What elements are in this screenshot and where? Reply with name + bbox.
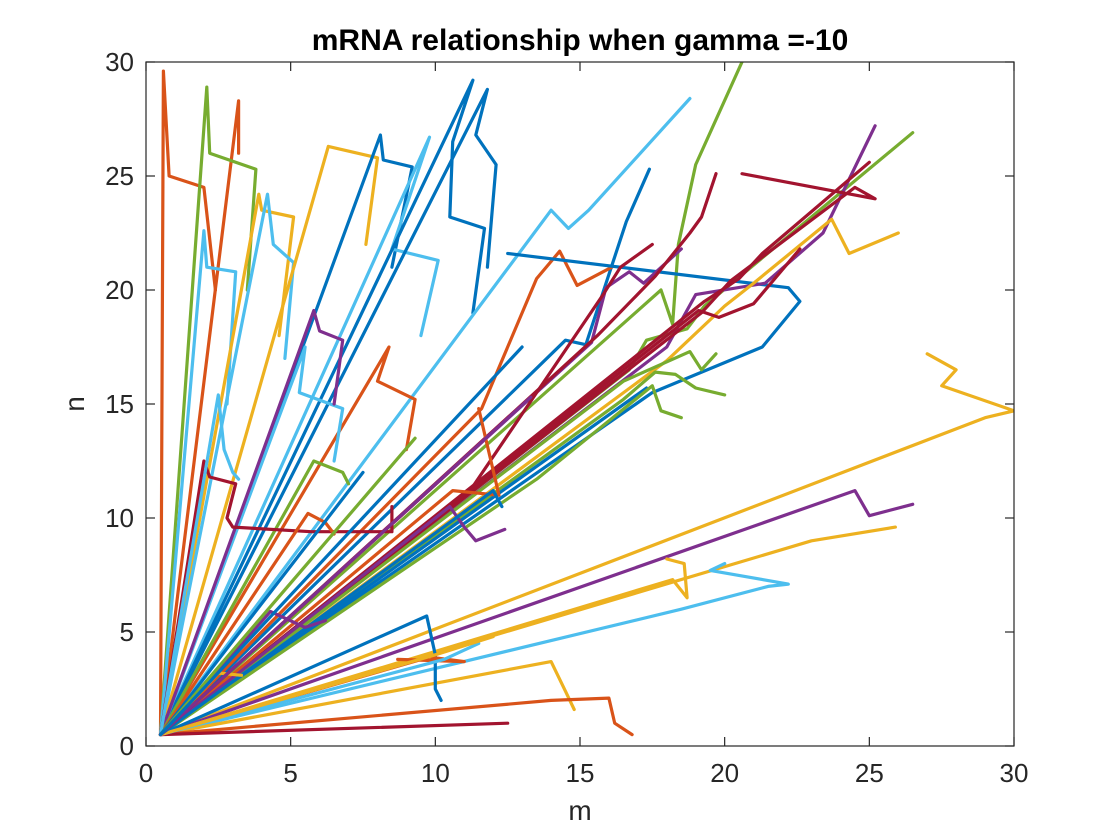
series-line-50	[158, 511, 336, 737]
x-tick-label: 5	[283, 758, 297, 788]
series-line-24	[158, 172, 877, 737]
series-line-31	[158, 489, 915, 737]
series-line-22	[158, 160, 871, 737]
series-line-57	[158, 395, 533, 737]
series-line-26	[158, 370, 727, 737]
series-line-7	[158, 144, 380, 737]
series-layer	[158, 62, 1014, 737]
series-line-43	[158, 505, 507, 737]
series-line-33	[158, 561, 790, 737]
ticks-layer: 0 5 10 15 20 25 30 0 5 10 15 20 25 30	[105, 47, 1028, 788]
series-line-36	[158, 696, 634, 737]
series-line-41	[158, 634, 495, 737]
series-line-55	[158, 436, 417, 737]
x-tick-label: 30	[1000, 758, 1029, 788]
y-tick-label: 5	[120, 617, 134, 647]
series-line-40	[158, 641, 481, 737]
y-tick-label: 15	[105, 389, 134, 419]
series-line-29	[158, 384, 683, 737]
series-line-46	[158, 345, 345, 737]
series-line-37	[158, 721, 510, 737]
series-line-58	[158, 345, 524, 737]
plot-area	[158, 62, 1014, 737]
series-line-16	[158, 251, 802, 737]
y-tick-label: 30	[105, 47, 134, 77]
series-line-6	[158, 192, 296, 737]
series-line-8	[158, 133, 414, 737]
series-line-51	[158, 393, 241, 737]
y-axis-label: n	[59, 396, 90, 412]
series-line-54	[158, 470, 365, 737]
x-tick-label: 0	[139, 758, 153, 788]
series-line-2	[158, 99, 241, 737]
series-line-48	[158, 459, 351, 737]
chart-title: mRNA relationship when gamma =-10	[312, 24, 849, 57]
y-tick-label: 0	[120, 731, 134, 761]
y-tick-label: 10	[105, 503, 134, 533]
series-line-10	[158, 78, 487, 737]
x-tick-label: 10	[421, 758, 450, 788]
series-line-13	[158, 62, 744, 737]
series-line-25	[158, 247, 802, 737]
series-line-15	[158, 249, 614, 737]
y-tick-label: 20	[105, 275, 134, 305]
series-line-45	[158, 345, 417, 737]
x-axis-label: m	[568, 795, 591, 826]
series-line-1	[158, 69, 217, 737]
x-tick-label: 15	[566, 758, 595, 788]
series-line-11	[158, 87, 498, 737]
series-line-28	[158, 350, 718, 737]
y-tick-label: 25	[105, 161, 134, 191]
series-line-12	[158, 96, 692, 737]
series-line-47	[158, 308, 345, 737]
series-line-34	[158, 557, 689, 737]
series-line-3	[158, 85, 258, 737]
series-line-44	[158, 489, 504, 737]
series-line-4	[158, 229, 238, 737]
x-tick-label: 20	[710, 758, 739, 788]
x-tick-label: 25	[855, 758, 884, 788]
series-line-30	[158, 352, 1014, 737]
series-line-42	[158, 407, 501, 737]
